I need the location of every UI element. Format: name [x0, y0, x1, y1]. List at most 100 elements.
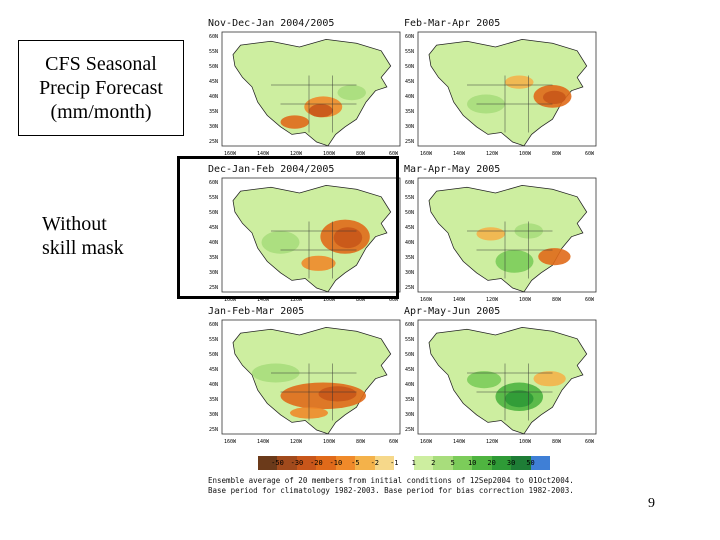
- lat-label: 35N: [405, 109, 414, 115]
- lat-label: 60N: [405, 180, 414, 186]
- title-line-3: (mm/month): [50, 101, 152, 123]
- lat-label: 60N: [405, 322, 414, 328]
- legend-swatch: [277, 456, 297, 470]
- lon-label: 100W: [519, 439, 532, 445]
- caption: Ensemble average of 20 members from init…: [208, 476, 628, 496]
- continent-shape: [428, 185, 588, 293]
- lat-label: 25N: [209, 139, 218, 145]
- lon-label: 160W: [420, 297, 433, 303]
- lat-label: 40N: [209, 382, 218, 388]
- lat-label: 50N: [209, 210, 218, 216]
- lat-label: 50N: [209, 352, 218, 358]
- lon-label: 120W: [290, 151, 303, 157]
- legend-swatch: [316, 456, 336, 470]
- lon-label: 140W: [257, 297, 270, 303]
- lon-label: 140W: [453, 297, 466, 303]
- legend-swatch: [491, 456, 512, 470]
- lon-label: 100W: [323, 151, 336, 157]
- lat-label: 45N: [209, 367, 218, 373]
- lat-label: 30N: [405, 124, 414, 130]
- legend-swatch: [472, 456, 492, 470]
- legend-swatch: [296, 456, 317, 470]
- legend-swatch: [511, 456, 531, 470]
- legend-tick: -1: [390, 459, 399, 467]
- continent-shape: [232, 327, 392, 435]
- panel-title: Dec-Jan-Feb 2004/2005: [208, 164, 335, 175]
- legend-tick: 30: [506, 459, 516, 467]
- lon-label: 140W: [257, 151, 270, 157]
- title-line-2: Precip Forecast: [39, 77, 163, 99]
- lat-label: 55N: [405, 337, 414, 343]
- lon-label: 100W: [519, 297, 532, 303]
- color-legend: [258, 456, 551, 470]
- lon-label: 160W: [224, 439, 237, 445]
- lat-label: 55N: [405, 49, 414, 55]
- legend-tick: -50: [271, 459, 284, 467]
- forecast-panel: Feb-Mar-Apr 2005 60N 55N 50N 45N 40N 35N 30N 25N…: [404, 18, 599, 159]
- lat-label: 55N: [405, 195, 414, 201]
- lat-label: 30N: [209, 124, 218, 130]
- lat-label: 60N: [405, 34, 414, 40]
- mask-label: Without skill mask: [42, 212, 124, 260]
- anomaly-patch: [337, 85, 366, 101]
- legend-swatch: [413, 456, 434, 470]
- lat-label: 55N: [209, 49, 218, 55]
- lon-label: 120W: [486, 297, 499, 303]
- lat-label: 50N: [405, 352, 414, 358]
- forecast-panel: Nov-Dec-Jan 2004/2005 60N 55N 50N 45N 40N 35N 3…: [208, 18, 403, 159]
- panel-title: Feb-Mar-Apr 2005: [404, 18, 501, 29]
- lon-label: 100W: [323, 439, 336, 445]
- lat-label: 25N: [405, 139, 414, 145]
- anomaly-patch: [533, 371, 566, 387]
- lat-label: 40N: [209, 240, 218, 246]
- lat-label: 45N: [209, 79, 218, 85]
- panel-title: Apr-May-Jun 2005: [404, 306, 501, 317]
- panel-map: 60N 55N 50N 45N 40N 35N 30N 25N 160W 140W 120W 100W…: [209, 31, 401, 157]
- lat-label: 50N: [209, 64, 218, 70]
- lon-label: 100W: [519, 151, 532, 157]
- lon-label: 120W: [290, 297, 303, 303]
- panel-map: 60N 55N 50N 45N 40N 35N 30N 25N 160W 140W 120W 100W…: [209, 319, 401, 445]
- panel-map: 60N 55N 50N 45N 40N 35N 30N 25N 160W 140W 120W 100W…: [405, 31, 597, 157]
- legend-swatch: [374, 456, 395, 470]
- lon-label: 60W: [585, 439, 595, 445]
- legend-swatch: [335, 456, 356, 470]
- lon-label: 60W: [389, 439, 399, 445]
- legend-tick: 10: [467, 459, 477, 467]
- lat-label: 40N: [405, 240, 414, 246]
- lat-label: 35N: [209, 397, 218, 403]
- lon-label: 60W: [585, 151, 595, 157]
- lon-label: 60W: [585, 297, 595, 303]
- continent-shape: [428, 327, 588, 435]
- anomaly-patch: [318, 386, 357, 402]
- legend-swatch: [258, 456, 278, 470]
- anomaly-patch: [495, 250, 534, 273]
- legend-swatch: [394, 456, 414, 470]
- anomaly-patch: [476, 227, 505, 241]
- lat-label: 60N: [209, 322, 218, 328]
- lon-label: 140W: [453, 439, 466, 445]
- lon-label: 80W: [356, 297, 366, 303]
- continent-shape: [232, 185, 392, 293]
- legend-tick: 1: [411, 459, 416, 467]
- title-line-1: CFS Seasonal: [45, 53, 157, 75]
- legend-swatch: [452, 456, 473, 470]
- legend-tick: -10: [329, 459, 343, 467]
- lat-label: 40N: [405, 382, 414, 388]
- panel-title: Nov-Dec-Jan 2004/2005: [208, 18, 335, 29]
- lon-label: 120W: [486, 439, 499, 445]
- lat-label: 45N: [209, 225, 218, 231]
- lon-label: 120W: [486, 151, 499, 157]
- lat-label: 35N: [405, 397, 414, 403]
- lat-label: 25N: [209, 427, 218, 433]
- lon-label: 80W: [552, 151, 562, 157]
- lat-label: 30N: [209, 270, 218, 276]
- lat-label: 45N: [405, 225, 414, 231]
- lat-label: 25N: [209, 285, 218, 291]
- lat-label: 30N: [405, 412, 414, 418]
- lat-label: 55N: [209, 195, 218, 201]
- mask-label-line-2: skill mask: [42, 237, 124, 259]
- legend-swatch: [433, 456, 453, 470]
- lat-label: 30N: [405, 270, 414, 276]
- legend-tick: 2: [431, 459, 436, 467]
